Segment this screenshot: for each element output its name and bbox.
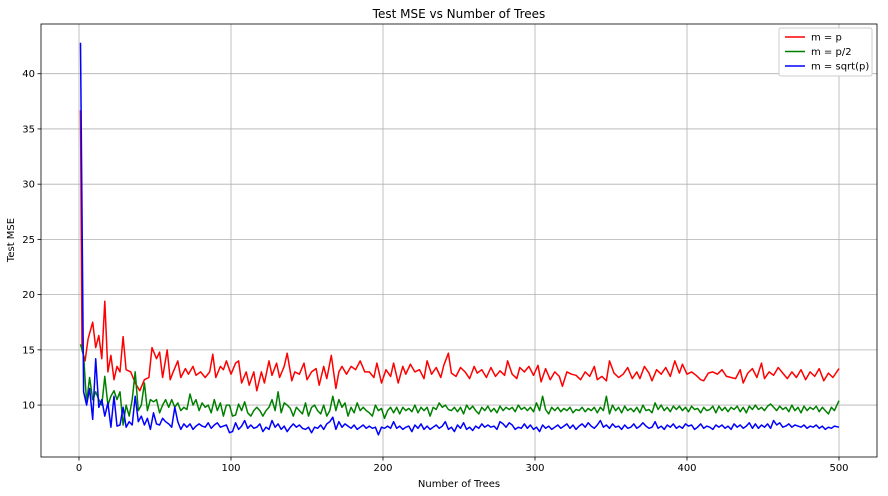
y-axis-label: Test MSE	[6, 218, 17, 263]
x-tick-label: 100	[221, 463, 240, 474]
x-tick-label: 500	[829, 463, 848, 474]
y-tick-label: 10	[22, 401, 35, 412]
y-tick-label: 30	[22, 180, 35, 191]
plot-area-frame	[40, 23, 878, 458]
y-tick-label: 35	[22, 124, 35, 135]
y-tick-label: 20	[22, 290, 35, 301]
x-tick-label: 0	[76, 463, 82, 474]
grid-lines	[41, 24, 877, 457]
x-tick-label: 200	[373, 463, 392, 474]
legend-label-0: m = p	[811, 33, 842, 44]
legend-label-2: m = sqrt(p)	[811, 62, 869, 73]
series-line-1	[79, 344, 840, 426]
y-tick-label: 25	[22, 235, 35, 246]
chart-title: Test MSE vs Number of Trees	[372, 7, 546, 21]
x-tick-label: 300	[525, 463, 544, 474]
x-tick-label: 400	[677, 463, 696, 474]
legend-box	[778, 27, 873, 77]
y-tick-label: 15	[22, 345, 35, 356]
x-axis-ticks: 0 100 200 300 400 500	[76, 457, 849, 474]
series-lines	[79, 42, 840, 436]
x-axis-label: Number of Trees	[418, 479, 500, 490]
y-tick-label: 40	[22, 69, 35, 80]
legend-label-1: m = p/2	[811, 47, 852, 58]
legend: m = p m = p/2 m = sqrt(p)	[778, 27, 873, 77]
y-axis-ticks: 10 15 20 25 30 35 40	[22, 69, 41, 412]
series-line-2	[79, 42, 840, 436]
series-line-0	[79, 110, 840, 392]
